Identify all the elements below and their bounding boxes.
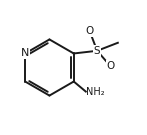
Text: S: S — [94, 46, 100, 56]
Text: O: O — [106, 61, 115, 71]
Text: NH₂: NH₂ — [86, 87, 105, 97]
Text: N: N — [21, 48, 29, 58]
Text: O: O — [86, 26, 94, 36]
